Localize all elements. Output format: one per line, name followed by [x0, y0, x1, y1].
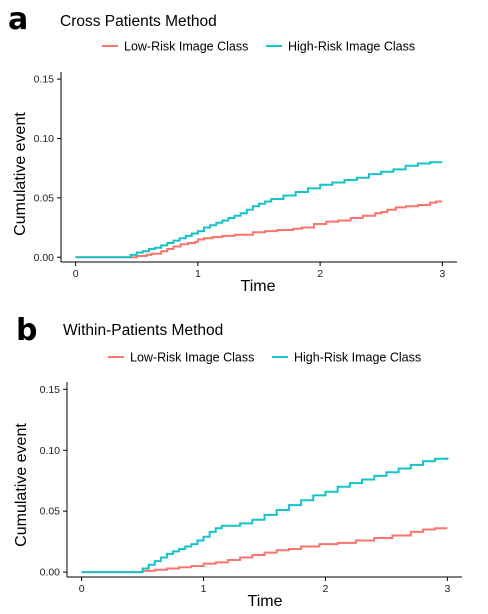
panel-a-legend-low-label: Low-Risk Image Class: [124, 40, 248, 54]
panel-b-legend-high-label: High-Risk Image Class: [294, 351, 421, 365]
panel-b-legend-low-label: Low-Risk Image Class: [130, 351, 254, 365]
panel-b: b Within-Patients Method Low-Risk Image …: [13, 313, 462, 610]
panel-b-title: Within-Patients Method: [63, 322, 223, 339]
panel-b-y-tick-label: 0.05: [40, 506, 61, 518]
panel-b-x-tick-label: 1: [201, 583, 207, 595]
panel-b-xlabel: Time: [248, 593, 283, 610]
panel-a-legend-high-label: High-Risk Image Class: [288, 40, 415, 54]
panel-a-series-low-risk-line: [75, 200, 443, 259]
panel-a-ticks: 0 1 2 3 0.00 0.05 0.10 0.15: [34, 74, 446, 280]
panel-b-y-tick-label: 0.10: [40, 445, 61, 457]
panel-a-x-tick-label: 2: [317, 268, 323, 280]
panel-b-x-tick-label: 2: [323, 583, 329, 595]
panel-b-x-tick-label: 0: [79, 583, 85, 595]
panel-b-series-low-risk-line: [81, 527, 448, 574]
panel-a-legend: Low-Risk Image Class High-Risk Image Cla…: [102, 40, 415, 54]
panel-a-y-tick-label: 0.05: [34, 192, 55, 204]
panel-a-x-tick-label: 3: [439, 268, 445, 280]
panel-a-letter: a: [8, 2, 28, 37]
panel-b-series-high-risk-line: [81, 457, 449, 574]
panel-a-xlabel: Time: [241, 278, 276, 295]
panel-b-ylabel: Cumulative event: [13, 423, 30, 547]
panel-b-y-tick-label: 0.15: [40, 384, 61, 396]
panel-b-ticks: 0 1 2 3 0.00 0.05 0.10 0.15: [40, 384, 451, 595]
panel-a-x-tick-label: 0: [73, 268, 79, 280]
panel-b-legend: Low-Risk Image Class High-Risk Image Cla…: [108, 351, 421, 365]
panel-a-x-tick-label: 1: [195, 268, 201, 280]
panel-a-y-tick-label: 0.00: [34, 252, 55, 264]
panel-a-ylabel: Cumulative event: [12, 112, 29, 236]
panel-a: a Cross Patients Method Low-Risk Image C…: [8, 2, 457, 295]
panel-a-series-high-risk-line: [75, 161, 443, 259]
panel-a-title: Cross Patients Method: [60, 13, 217, 30]
panel-a-y-tick-label: 0.10: [34, 133, 55, 145]
panel-a-y-tick-label: 0.15: [34, 74, 55, 86]
panel-b-series: [81, 457, 449, 574]
panel-b-y-tick-label: 0.00: [40, 567, 61, 579]
panel-b-x-tick-label: 3: [444, 583, 450, 595]
panel-a-series: [75, 161, 443, 259]
panel-b-letter: b: [16, 313, 37, 348]
